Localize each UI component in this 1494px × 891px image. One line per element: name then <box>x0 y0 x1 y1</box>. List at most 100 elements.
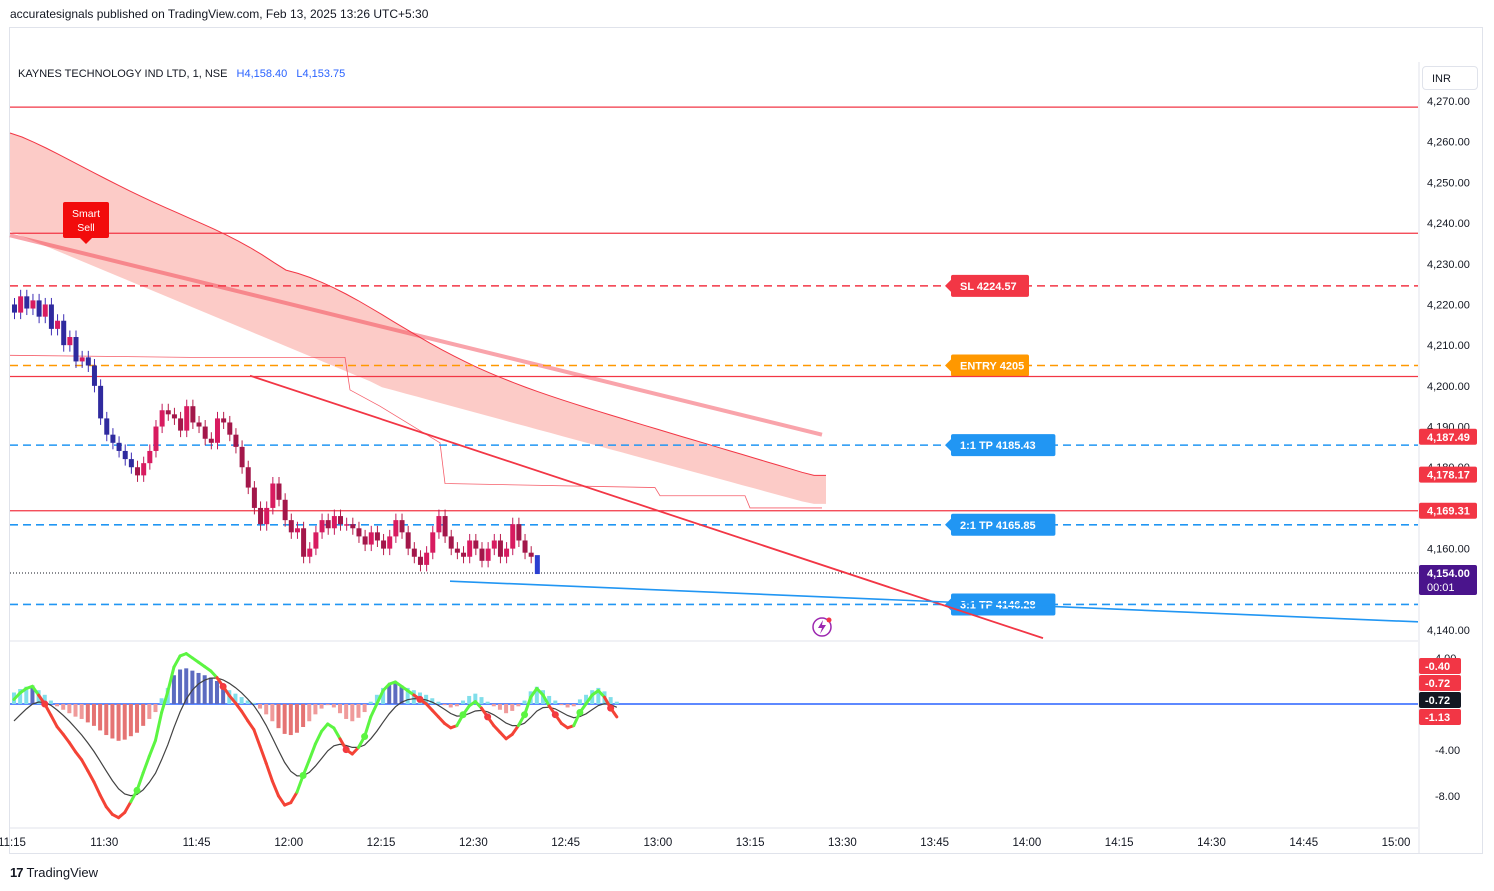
osc-histogram-bar <box>491 704 496 707</box>
price-axis-tick: 4,260.00 <box>1427 137 1470 149</box>
candle-body <box>344 524 350 526</box>
level-label-pointer <box>945 518 951 531</box>
osc-axis-badge <box>1419 675 1461 691</box>
candle-body <box>165 410 171 415</box>
price-axis-tick: 4,220.00 <box>1427 299 1470 311</box>
symbol-title: KAYNES TECHNOLOGY IND LTD, 1, NSE <box>18 68 228 80</box>
candle-body <box>208 438 214 443</box>
candle-body <box>356 528 362 537</box>
tradingview-footer[interactable]: 17 TradingView <box>10 865 98 880</box>
osc-axis-badge <box>1419 658 1461 674</box>
osc-histogram-bar <box>196 672 201 704</box>
ma-cloud-band <box>10 133 826 504</box>
osc-histogram-bar <box>30 685 35 704</box>
price-axis-badge <box>1419 502 1477 519</box>
candle-body <box>85 357 91 366</box>
time-axis-tick: 13:00 <box>643 837 672 849</box>
candle-body <box>313 532 319 549</box>
osc-histogram-bar <box>577 699 582 704</box>
candle-body <box>368 532 374 545</box>
osc-histogram-bar <box>276 704 281 729</box>
price-axis-badge <box>1419 466 1477 483</box>
candle-body <box>436 516 442 533</box>
time-axis-tick: 11:45 <box>183 837 211 849</box>
candle-body <box>510 524 516 549</box>
osc-histogram-bar <box>91 704 96 726</box>
osc-histogram-bar <box>307 704 312 722</box>
osc-fast-line <box>553 713 563 725</box>
osc-fast-line <box>221 684 231 698</box>
osc-fast-line <box>276 794 287 807</box>
osc-fast-line <box>123 800 133 815</box>
level-label-pointer <box>945 279 951 292</box>
osc-histogram-bar <box>442 704 447 706</box>
candle-body <box>73 337 79 362</box>
candle-body <box>448 536 454 549</box>
osc-histogram-bar <box>504 704 509 714</box>
price-badge-countdown: 00:01 <box>1427 582 1455 594</box>
osc-histogram-bar <box>190 670 195 704</box>
candle-body <box>276 483 282 500</box>
time-axis-tick: 14:30 <box>1197 837 1226 849</box>
osc-histogram-bar <box>448 704 453 708</box>
osc-histogram-bar <box>270 704 275 722</box>
osc-fast-line <box>369 702 379 719</box>
osc-fast-line <box>363 715 373 739</box>
candle-body <box>454 548 460 553</box>
osc-fast-line <box>153 710 164 742</box>
osc-fast-line <box>67 741 78 754</box>
candle-body <box>116 442 122 451</box>
currency-button[interactable]: INR <box>1422 66 1478 90</box>
osc-badge-text: -0.40 <box>1425 661 1450 673</box>
osc-fast-line <box>301 758 311 778</box>
osc-fast-line <box>289 790 299 805</box>
osc-histogram-bar <box>411 690 416 704</box>
candle-body <box>98 385 104 419</box>
time-axis-tick: 12:00 <box>274 837 303 849</box>
time-axis-tick: 14:00 <box>1013 837 1042 849</box>
time-axis-tick: 13:45 <box>920 837 949 849</box>
osc-histogram-bar <box>522 700 527 704</box>
candle-body <box>399 520 405 533</box>
osc-fast-line <box>233 701 244 713</box>
osc-fast-line <box>160 690 170 714</box>
osc-fast-line <box>529 686 539 699</box>
osc-histogram-bar <box>55 704 60 707</box>
osc-fast-line <box>510 724 520 736</box>
osc-histogram-bar <box>399 685 404 704</box>
osc-histogram-bar <box>178 669 183 704</box>
osc-histogram-bar <box>436 701 441 704</box>
osc-histogram-bar <box>485 701 490 704</box>
osc-fast-line <box>375 689 385 706</box>
time-axis-tick: 14:45 <box>1289 837 1318 849</box>
osc-histogram-bar <box>171 675 176 704</box>
osc-fast-line <box>240 709 250 723</box>
osc-fast-line <box>320 722 330 733</box>
osc-histogram-bar <box>135 704 140 733</box>
price-badge-text: 4,154.00 <box>1427 568 1470 580</box>
osc-fast-line <box>86 769 96 784</box>
candle-body <box>110 434 116 443</box>
time-axis-tick: 12:30 <box>459 837 488 849</box>
osc-fast-line <box>30 684 41 697</box>
price-axis-tick: 4,140.00 <box>1427 625 1470 637</box>
candle-body <box>282 499 288 521</box>
osc-histogram-bar <box>147 704 152 719</box>
osc-fast-line <box>523 695 533 717</box>
candle-body <box>42 304 48 317</box>
osc-histogram-bar <box>110 704 115 739</box>
candle-body <box>381 540 387 549</box>
current-candle <box>534 555 540 575</box>
candle-body <box>221 418 227 423</box>
candle-body <box>442 516 448 537</box>
osc-histogram-bar <box>221 685 226 704</box>
candle-body <box>393 520 399 537</box>
osc-histogram-bar <box>584 694 589 704</box>
osc-fast-line <box>104 805 114 816</box>
candle-body <box>387 536 393 549</box>
osc-histogram-bar <box>596 687 601 704</box>
candle-body <box>270 483 276 508</box>
osc-histogram-bar <box>301 704 306 727</box>
candle-body <box>522 540 528 553</box>
